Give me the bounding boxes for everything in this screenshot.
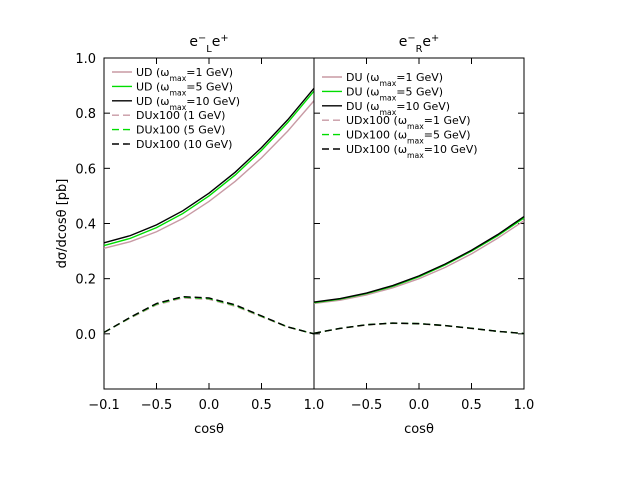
text-part: DUx100 (5 GeV)	[136, 124, 225, 137]
text-part: max	[380, 79, 397, 88]
text-part: =1 GeV)	[186, 66, 233, 79]
x-axis-label: cosθ	[194, 422, 224, 437]
y-tick-label: 0.4	[75, 218, 96, 233]
x-axis-label: cosθ	[404, 422, 434, 437]
y-tick-label: 0.0	[75, 328, 96, 343]
x-tick-label: 0.5	[251, 398, 272, 413]
y-tick-label: 1.0	[75, 52, 96, 67]
x-tick-label: −0.1	[88, 398, 120, 413]
legend-label: DUx100 (1 GeV)	[136, 109, 225, 122]
x-tick-label: 0.5	[461, 398, 482, 413]
series-line	[103, 296, 315, 335]
legend-label: DUx100 (10 GeV)	[136, 138, 232, 151]
series-line	[313, 322, 525, 335]
text-part: UD (ω	[136, 66, 170, 79]
text-part: L	[206, 44, 212, 55]
text-part: e	[212, 34, 221, 50]
text-part: −	[198, 33, 206, 44]
legend-entry: UD (ωmax=10 GeV)	[136, 95, 240, 112]
text-part: =1 GeV)	[396, 71, 443, 84]
series-line	[313, 322, 525, 335]
series-line	[313, 220, 525, 305]
legend-entry: UD (ωmax=1 GeV)	[136, 66, 233, 83]
series-line	[313, 217, 525, 304]
x-tick-label: 1.0	[304, 398, 325, 413]
legend-label: DU (ωmax=10 GeV)	[346, 100, 450, 117]
text-part: UDx100 (ω	[346, 143, 407, 156]
legend-entry: UDx100 (ωmax=5 GeV)	[346, 129, 471, 146]
text-part: max	[407, 136, 424, 145]
series-line	[103, 87, 315, 244]
legend-entry: DUx100 (1 GeV)	[136, 109, 225, 122]
y-tick-label: 0.8	[75, 107, 96, 122]
panel-title: e−Le+	[189, 33, 228, 55]
x-tick-label: −0.5	[141, 398, 173, 413]
legend-label: UDx100 (ωmax=5 GeV)	[346, 129, 471, 146]
legend-entry: UD (ωmax=5 GeV)	[136, 80, 233, 97]
text-part: e	[189, 34, 198, 50]
legend-entry: UDx100 (ωmax=1 GeV)	[346, 114, 471, 131]
legend-entry: DU (ωmax=5 GeV)	[346, 85, 443, 102]
x-tick-label: 0.0	[199, 398, 220, 413]
legend-label: UD (ωmax=1 GeV)	[136, 66, 233, 83]
panel-title: e−Re+	[399, 33, 440, 55]
text-part: UDx100 (ω	[346, 114, 407, 127]
text-part: =10 GeV)	[424, 143, 478, 156]
legend-label: DUx100 (5 GeV)	[136, 124, 225, 137]
series-line	[103, 297, 315, 335]
text-part: max	[170, 88, 187, 97]
text-part: =5 GeV)	[186, 80, 233, 93]
legend-label: DU (ωmax=1 GeV)	[346, 71, 443, 88]
legend-entry: DU (ωmax=10 GeV)	[346, 100, 450, 117]
text-part: max	[407, 151, 424, 160]
text-part: −	[407, 33, 415, 44]
text-part: e	[399, 34, 408, 50]
series-line	[313, 322, 525, 335]
text-part: e	[422, 34, 431, 50]
text-part: DUx100 (1 GeV)	[136, 109, 225, 122]
text-part: DU (ω	[346, 71, 380, 84]
x-tick-label: 0.0	[409, 398, 430, 413]
y-tick-label: 0.2	[75, 273, 96, 288]
legend-label: UDx100 (ωmax=10 GeV)	[346, 143, 478, 160]
text-part: UD (ω	[136, 80, 170, 93]
legend-entry: UDx100 (ωmax=10 GeV)	[346, 143, 478, 160]
text-part: =10 GeV)	[186, 95, 240, 108]
y-axis-label: dσ/dcosθ [pb]	[55, 179, 70, 269]
text-part: =5 GeV)	[424, 129, 471, 142]
text-part: +	[431, 33, 439, 44]
series-line	[103, 295, 315, 335]
x-tick-label: −0.5	[351, 398, 383, 413]
text-part: UD (ω	[136, 95, 170, 108]
series-line	[313, 216, 525, 303]
text-part: max	[407, 122, 424, 131]
legend-entry: DUx100 (5 GeV)	[136, 124, 225, 137]
text-part: DU (ω	[346, 100, 380, 113]
text-part: =5 GeV)	[396, 85, 443, 98]
text-part: DUx100 (10 GeV)	[136, 138, 232, 151]
text-part: +	[220, 33, 228, 44]
text-part: max	[170, 74, 187, 83]
x-tick-label: 1.0	[514, 398, 535, 413]
legend-label: UDx100 (ωmax=1 GeV)	[346, 114, 471, 131]
legend-label: UD (ωmax=5 GeV)	[136, 80, 233, 97]
series-line	[103, 100, 315, 249]
legend-entry: DU (ωmax=1 GeV)	[346, 71, 443, 88]
series-line	[103, 90, 315, 247]
y-tick-label: 0.6	[75, 162, 96, 177]
text-part: max	[380, 93, 397, 102]
text-part: max	[380, 107, 397, 116]
text-part: max	[170, 102, 187, 111]
text-part: =1 GeV)	[424, 114, 471, 127]
text-part: R	[416, 44, 423, 55]
text-part: UDx100 (ω	[346, 129, 407, 142]
legend-label: UD (ωmax=10 GeV)	[136, 95, 240, 112]
legend-entry: DUx100 (10 GeV)	[136, 138, 232, 151]
text-part: DU (ω	[346, 85, 380, 98]
text-part: =10 GeV)	[396, 100, 450, 113]
legend-label: DU (ωmax=5 GeV)	[346, 85, 443, 102]
